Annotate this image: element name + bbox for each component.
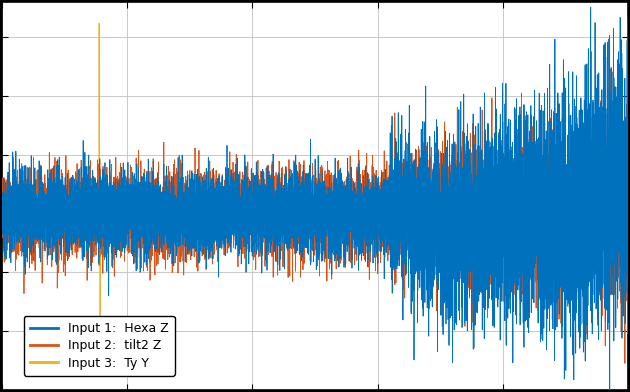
Input 3:  Ty Y: (9.47e+03, 0.0471): Ty Y: (9.47e+03, 0.0471) bbox=[591, 206, 598, 211]
Input 1:  Hexa Z: (1e+04, 1.66): Hexa Z: (1e+04, 1.66) bbox=[624, 16, 630, 21]
Input 1:  Hexa Z: (9.4e+03, 1.76): Hexa Z: (9.4e+03, 1.76) bbox=[587, 5, 595, 10]
Input 2:  tilt2 Z: (1e+04, -1.01): tilt2 Z: (1e+04, -1.01) bbox=[624, 330, 630, 335]
Input 2:  tilt2 Z: (598, 0.187): tilt2 Z: (598, 0.187) bbox=[36, 189, 43, 194]
Input 1:  Hexa Z: (9.47e+03, 0.184): Hexa Z: (9.47e+03, 0.184) bbox=[591, 190, 598, 194]
Input 2:  tilt2 Z: (9.72e+03, 1.23): tilt2 Z: (9.72e+03, 1.23) bbox=[607, 67, 614, 72]
Input 2:  tilt2 Z: (45, 0.00205): tilt2 Z: (45, 0.00205) bbox=[1, 211, 9, 216]
Input 1:  Hexa Z: (4.89e+03, -0.333): Hexa Z: (4.89e+03, -0.333) bbox=[304, 250, 312, 255]
Legend: Input 1:  Hexa Z, Input 2:  tilt2 Z, Input 3:  Ty Y: Input 1: Hexa Z, Input 2: tilt2 Z, Input… bbox=[24, 316, 175, 376]
Input 3:  Ty Y: (0, 0.0676): Ty Y: (0, 0.0676) bbox=[0, 203, 6, 208]
Input 1:  Hexa Z: (0, -0.137): Hexa Z: (0, -0.137) bbox=[0, 227, 6, 232]
Input 1:  Hexa Z: (598, -0.218): Hexa Z: (598, -0.218) bbox=[36, 237, 43, 241]
Input 2:  tilt2 Z: (0, -0.0261): tilt2 Z: (0, -0.0261) bbox=[0, 214, 6, 219]
Input 1:  Hexa Z: (1.96e+03, 0.108): Hexa Z: (1.96e+03, 0.108) bbox=[121, 199, 129, 203]
Input 3:  Ty Y: (4.89e+03, -0.0452): Ty Y: (4.89e+03, -0.0452) bbox=[304, 217, 312, 221]
Input 2:  tilt2 Z: (9.95e+03, -1.27): tilt2 Z: (9.95e+03, -1.27) bbox=[621, 361, 629, 366]
Input 2:  tilt2 Z: (414, 0.0335): tilt2 Z: (414, 0.0335) bbox=[24, 207, 32, 212]
Input 2:  tilt2 Z: (4.89e+03, 0.276): tilt2 Z: (4.89e+03, 0.276) bbox=[304, 179, 312, 183]
Input 3:  Ty Y: (1e+04, -0.0524): Ty Y: (1e+04, -0.0524) bbox=[624, 218, 630, 222]
Input 3:  Ty Y: (414, -0.00526): Ty Y: (414, -0.00526) bbox=[24, 212, 32, 217]
Line: Input 2:  tilt2 Z: Input 2: tilt2 Z bbox=[2, 69, 628, 363]
Input 3:  Ty Y: (598, 0.0762): Ty Y: (598, 0.0762) bbox=[36, 202, 43, 207]
Input 3:  Ty Y: (45, -0.0721): Ty Y: (45, -0.0721) bbox=[1, 220, 9, 225]
Input 1:  Hexa Z: (45, -0.367): Hexa Z: (45, -0.367) bbox=[1, 254, 9, 259]
Input 2:  tilt2 Z: (1.96e+03, -0.337): tilt2 Z: (1.96e+03, -0.337) bbox=[121, 251, 129, 256]
Input 1:  Hexa Z: (414, 0.32): Hexa Z: (414, 0.32) bbox=[24, 174, 32, 178]
Line: Input 3:  Ty Y: Input 3: Ty Y bbox=[2, 23, 628, 349]
Input 2:  tilt2 Z: (9.47e+03, -0.291): tilt2 Z: (9.47e+03, -0.291) bbox=[591, 245, 598, 250]
Input 3:  Ty Y: (1.55e+03, 1.62): Ty Y: (1.55e+03, 1.62) bbox=[95, 21, 103, 25]
Line: Input 1:  Hexa Z: Input 1: Hexa Z bbox=[2, 7, 628, 392]
Input 3:  Ty Y: (1.56e+03, -1.15): Ty Y: (1.56e+03, -1.15) bbox=[96, 347, 104, 351]
Input 3:  Ty Y: (1.96e+03, 0.00784): Ty Y: (1.96e+03, 0.00784) bbox=[121, 211, 129, 215]
